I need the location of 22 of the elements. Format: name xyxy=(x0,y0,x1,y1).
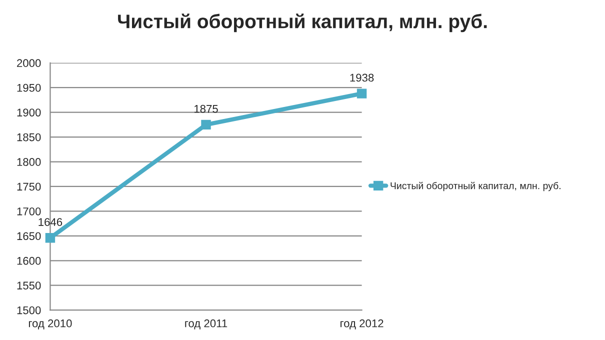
point xyxy=(45,233,56,243)
chart-title: Чистый оборотный капитал, млн. руб. xyxy=(118,14,487,32)
y-tick-label: 1900 xyxy=(17,108,41,116)
x-tick-label: год 2012 xyxy=(340,319,384,330)
x-tick-label: год 2011 xyxy=(185,319,228,330)
point xyxy=(201,120,211,130)
y-tick-label: 1950 xyxy=(17,84,41,92)
y-tick-label: 1650 xyxy=(17,232,41,240)
y-tick-label: 1750 xyxy=(17,182,41,191)
data-label: 1875 xyxy=(194,104,218,113)
y-tick-label: 1550 xyxy=(17,282,41,290)
y-tick-label: 1500 xyxy=(17,306,41,314)
y-tick-label: 1800 xyxy=(17,158,41,166)
x-tick-label: год 2010 xyxy=(28,319,72,330)
y-tick-label: 1850 xyxy=(17,133,41,142)
data-label: 1938 xyxy=(350,74,374,82)
y-tick-label: 1600 xyxy=(17,256,41,265)
y-tick-label: 1700 xyxy=(17,207,41,216)
legend-label: Чистый оборотный капитал, млн. руб. xyxy=(390,182,560,192)
y-tick-label: 2000 xyxy=(17,59,41,68)
data-label: 1646 xyxy=(38,218,62,226)
point xyxy=(356,88,367,98)
